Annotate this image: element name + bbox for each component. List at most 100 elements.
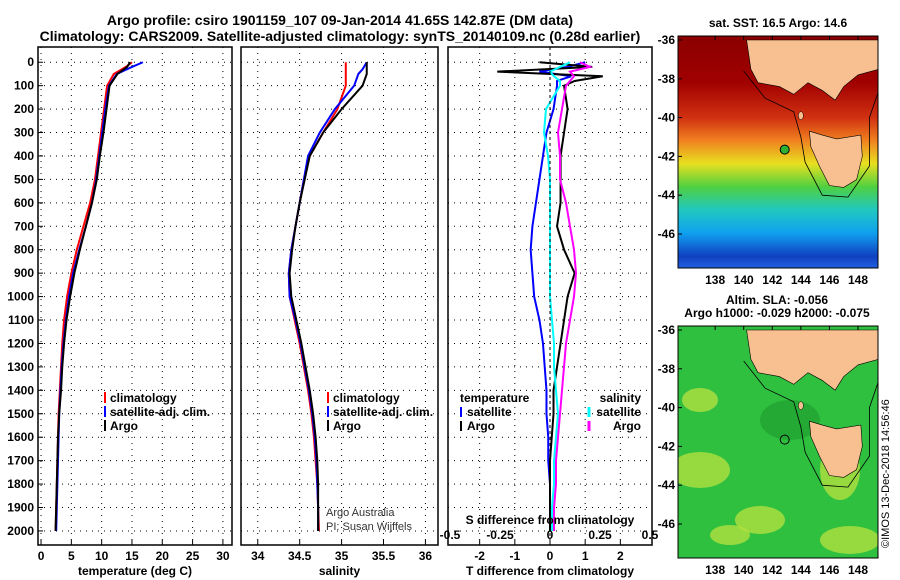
lat-tick-label: -44	[658, 188, 676, 202]
legend-label: satellite	[596, 405, 641, 419]
legend-label: climatology	[110, 391, 177, 405]
lon-tick-label: 142	[762, 273, 782, 287]
legend-label: Argo	[333, 419, 361, 433]
x-tick-label: -2	[474, 549, 485, 563]
s-tick-label: -0.25	[486, 528, 514, 542]
x-tick-label: 30	[216, 549, 230, 563]
x-tick-label: 0	[38, 549, 45, 563]
y-tick-label: 1500	[7, 407, 34, 421]
legend-label: Argo	[467, 419, 495, 433]
s-tick-label: 0.5	[642, 528, 659, 542]
x-tick-label: 0	[547, 549, 554, 563]
pi-text: PI: Susan Wijffels	[326, 521, 412, 533]
lon-tick-label: 148	[848, 563, 868, 577]
map-layer	[678, 326, 878, 558]
y-tick-label: 100	[14, 79, 34, 93]
series-line-climatology	[54, 61, 133, 531]
y-tick-label: 800	[14, 243, 34, 257]
x-tick-label: 34.5	[288, 549, 312, 563]
king-island	[798, 401, 804, 410]
y-tick-label: 0	[27, 55, 34, 69]
lon-tick-label: 146	[819, 563, 839, 577]
s-tick-label: 0.25	[588, 528, 612, 542]
map-sst	[677, 35, 879, 269]
s-tick-label: -0.5	[440, 528, 461, 542]
x-tick-label: 5	[68, 549, 75, 563]
legend-label: satellite-adj. clim.	[110, 405, 210, 419]
map-frame	[677, 35, 879, 269]
mainland-australia	[746, 39, 878, 101]
y-tick-label: 1300	[7, 360, 34, 374]
x-tick-label: 2	[617, 549, 624, 563]
x-tick-label: 34	[251, 549, 265, 563]
lat-tick-label: -40	[658, 401, 676, 415]
series-line-argo	[553, 61, 594, 531]
s-tick-label: 0	[547, 528, 554, 542]
y-tick-label: 1200	[7, 336, 34, 350]
tasmania	[809, 420, 863, 478]
y-tick-label: 1000	[7, 290, 34, 304]
argo-location-marker	[779, 144, 790, 155]
y-tick-label: 300	[14, 126, 34, 140]
lat-tick-label: -46	[658, 227, 676, 241]
lon-tick-label: 146	[819, 273, 839, 287]
y-tick-label: 1700	[7, 454, 34, 468]
map-layer	[678, 36, 878, 268]
x-tick-label: 10	[95, 549, 109, 563]
sla-anomaly	[735, 506, 785, 534]
legend-label: climatology	[333, 391, 400, 405]
lon-tick-label: 142	[762, 563, 782, 577]
series-line-argo	[497, 61, 603, 531]
credit-text: Argo Australia	[326, 507, 395, 519]
y-tick-label: 2000	[7, 524, 34, 538]
lat-tick-label: -46	[658, 517, 676, 531]
legend-title: temperature	[460, 391, 530, 405]
figure-subtitle: Climatology: CARS2009. Satellite-adjuste…	[39, 28, 641, 44]
sla-map-subtitle: Argo h1000: -0.029 h2000: -0.075	[684, 306, 870, 320]
legend-title: salinity	[600, 391, 642, 405]
lat-tick-label: -44	[658, 478, 676, 492]
lat-tick-label: -36	[658, 323, 676, 337]
sla-map-title: Altim. SLA: -0.056	[726, 293, 828, 307]
x-axis-label: T difference from climatology	[466, 564, 634, 578]
y-tick-label: 900	[14, 266, 34, 280]
x-axis-label: salinity	[319, 564, 361, 578]
map-sla	[677, 325, 879, 559]
lat-tick-label: -42	[658, 149, 676, 163]
lon-tick-label: 148	[848, 273, 868, 287]
map-frame	[677, 325, 879, 559]
x-tick-label: -1	[509, 549, 520, 563]
lat-tick-label: -38	[658, 72, 676, 86]
y-tick-label: 700	[14, 219, 34, 233]
sla-anomaly	[678, 452, 730, 488]
lon-tick-label: 144	[791, 273, 811, 287]
sla-anomaly	[760, 400, 820, 440]
sla-anomaly	[710, 525, 750, 545]
sst-map-title: sat. SST: 16.5 Argo: 14.6	[709, 16, 848, 30]
depth-contour	[743, 70, 878, 198]
x-tick-label: 20	[156, 549, 170, 563]
series-line-satellite	[542, 61, 571, 531]
y-tick-label: 1600	[7, 430, 34, 444]
sla-anomaly	[820, 526, 878, 554]
tasmania	[809, 130, 863, 188]
y-tick-label: 1900	[7, 501, 34, 515]
s-axis-label: S difference from climatology	[466, 513, 635, 527]
legend-label: satellite-adj. clim.	[333, 405, 433, 419]
y-tick-label: 400	[14, 149, 34, 163]
legend-label: Argo	[613, 419, 641, 433]
y-tick-label: 1800	[7, 477, 34, 491]
y-tick-label: 1400	[7, 383, 34, 397]
lon-tick-label: 140	[734, 273, 754, 287]
lat-tick-label: -40	[658, 111, 676, 125]
x-tick-label: 25	[186, 549, 200, 563]
plot-frame	[240, 46, 439, 546]
legend-label: Argo	[110, 419, 138, 433]
figure-title: Argo profile: csiro 1901159_107 09-Jan-2…	[106, 12, 574, 28]
king-island	[798, 111, 804, 120]
plot-frame	[37, 46, 233, 546]
x-tick-label: 35	[335, 549, 349, 563]
lat-tick-label: -36	[658, 33, 676, 47]
